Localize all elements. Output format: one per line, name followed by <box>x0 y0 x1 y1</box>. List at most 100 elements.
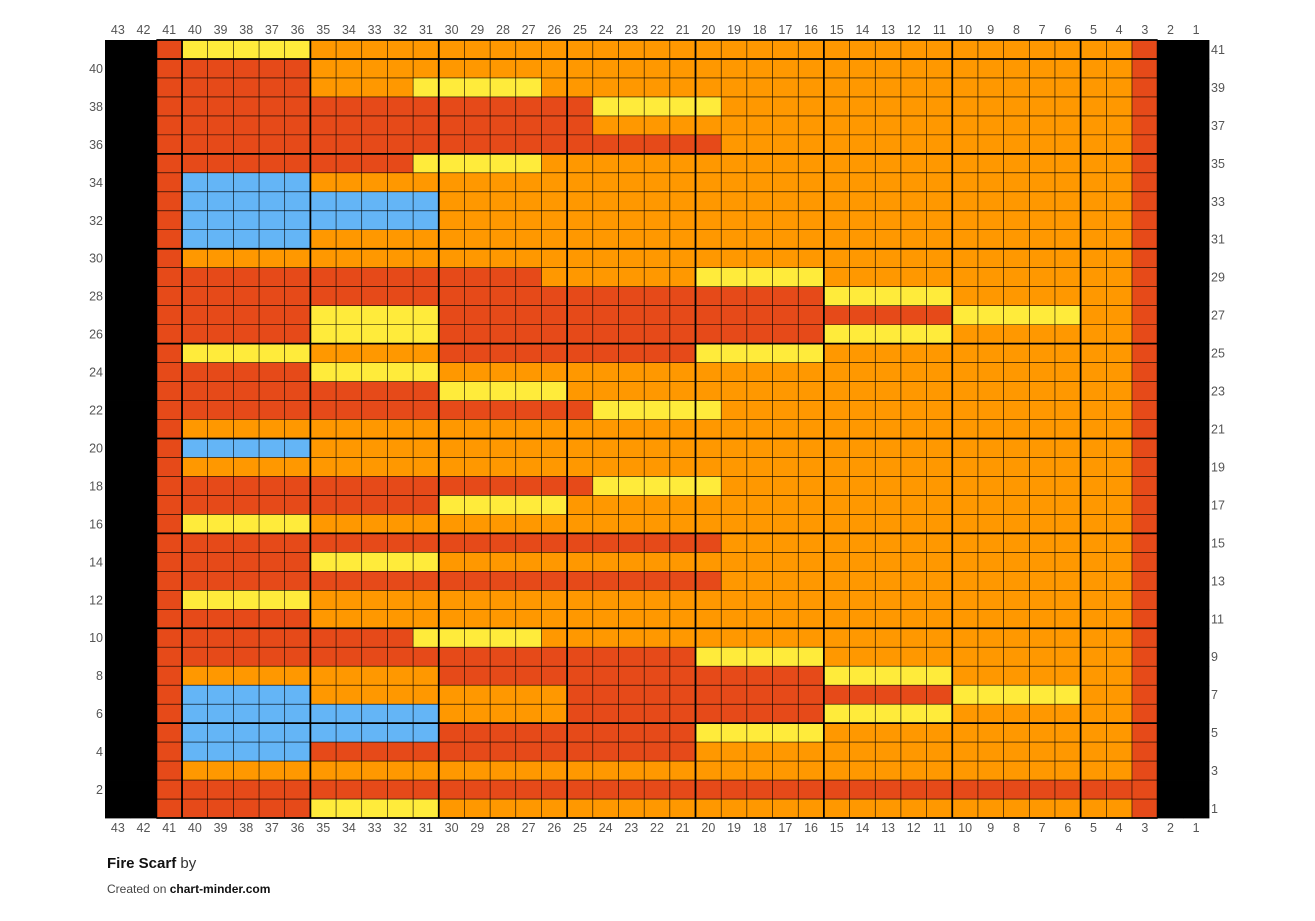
stitch-cell <box>849 742 876 762</box>
stitch-cell <box>361 742 388 762</box>
stitch-cell <box>1003 286 1030 307</box>
stitch-cell <box>669 533 696 553</box>
stitch-cell <box>669 647 696 667</box>
stitch-cell <box>1157 172 1184 193</box>
stitch-cell <box>182 495 209 515</box>
stitch-cell <box>310 58 337 79</box>
stitch-cell <box>746 324 773 345</box>
stitch-cell <box>849 552 876 572</box>
stitch-cell <box>310 324 337 345</box>
stitch-cell <box>1054 799 1082 819</box>
column-number-bottom: 25 <box>573 821 587 835</box>
stitch-cell <box>541 153 568 174</box>
stitch-cell <box>875 191 902 212</box>
stitch-cell <box>336 96 363 117</box>
site-link[interactable]: chart-minder.com <box>169 882 271 896</box>
stitch-cell <box>1131 761 1159 781</box>
stitch-cell <box>438 533 465 553</box>
stitch-cell <box>490 495 517 515</box>
stitch-cell <box>746 115 773 136</box>
stitch-cell <box>1157 229 1184 250</box>
stitch-cell <box>1106 77 1133 98</box>
stitch-cell <box>1080 210 1107 231</box>
stitch-cell <box>105 761 132 781</box>
stitch-cell <box>1131 438 1159 458</box>
stitch-cell <box>1029 533 1056 553</box>
stitch-cell <box>490 514 517 534</box>
stitch-cell <box>567 495 594 515</box>
stitch-cell <box>156 495 183 515</box>
stitch-cell <box>515 286 542 307</box>
stitch-cell <box>156 590 183 610</box>
stitch-cell <box>1080 666 1107 686</box>
stitch-cell <box>695 476 722 496</box>
stitch-cell <box>259 400 286 420</box>
stitch-cell <box>823 115 850 136</box>
stitch-cell <box>977 742 1004 762</box>
stitch-cell <box>1157 191 1184 212</box>
stitch-cell <box>130 495 157 515</box>
stitch-cell <box>823 248 850 269</box>
stitch-cell <box>105 229 132 250</box>
stitch-cell <box>695 495 722 515</box>
stitch-cell <box>413 58 440 79</box>
stitch-cell <box>644 400 671 420</box>
stitch-cell <box>1131 153 1159 174</box>
stitch-cell <box>721 172 748 193</box>
stitch-cell <box>618 780 645 800</box>
stitch-cell <box>156 476 183 496</box>
stitch-cell <box>464 381 491 401</box>
stitch-cell <box>926 191 953 212</box>
stitch-cell <box>1029 685 1056 705</box>
stitch-cell <box>900 400 927 420</box>
stitch-cell <box>618 381 645 401</box>
stitch-cell <box>1131 210 1159 231</box>
stitch-cell <box>233 552 260 572</box>
stitch-cell <box>490 742 517 762</box>
stitch-cell <box>310 343 337 363</box>
stitch-cell <box>875 362 902 382</box>
stitch-cell <box>1131 780 1159 800</box>
stitch-cell <box>1003 476 1030 496</box>
stitch-cell <box>772 115 799 136</box>
column-number-top: 11 <box>933 23 946 37</box>
stitch-cell <box>105 172 132 193</box>
stitch-cell <box>1157 571 1184 591</box>
stitch-cell <box>336 590 363 610</box>
stitch-cell <box>105 647 132 667</box>
stitch-cell <box>1131 628 1159 648</box>
stitch-cell <box>207 153 234 174</box>
stitch-cell <box>875 628 902 648</box>
stitch-cell <box>875 58 902 79</box>
stitch-cell <box>284 761 311 781</box>
stitch-cell <box>977 666 1004 686</box>
stitch-cell <box>721 381 748 401</box>
column-number-top: 21 <box>676 23 690 37</box>
stitch-cell <box>823 210 850 231</box>
stitch-cell <box>1157 248 1184 269</box>
stitch-cell <box>900 153 927 174</box>
stitch-cell <box>490 780 517 800</box>
stitch-cell <box>130 514 157 534</box>
stitch-cell <box>1080 723 1107 743</box>
stitch-cell <box>772 305 799 326</box>
stitch-cell <box>105 704 132 724</box>
stitch-cell <box>310 533 337 553</box>
stitch-cell <box>849 571 876 591</box>
stitch-cell <box>977 514 1004 534</box>
stitch-cell <box>823 305 850 326</box>
stitch-cell <box>1183 362 1210 382</box>
stitch-cell <box>849 248 876 269</box>
stitch-cell <box>875 457 902 477</box>
stitch-cell <box>1080 267 1107 288</box>
stitch-cell <box>567 381 594 401</box>
stitch-cell <box>618 324 645 345</box>
stitch-cell <box>515 628 542 648</box>
stitch-cell <box>361 96 388 117</box>
stitch-cell <box>1029 172 1056 193</box>
stitch-cell <box>746 723 773 743</box>
stitch-cell <box>515 533 542 553</box>
stitch-cell <box>1054 723 1082 743</box>
stitch-cell <box>233 305 260 326</box>
stitch-cell <box>387 229 414 250</box>
